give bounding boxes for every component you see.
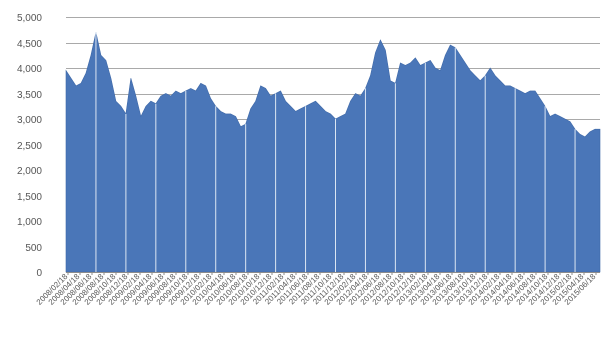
y-tick-label: 1,500 <box>17 192 42 203</box>
y-tick-label: 5,000 <box>17 13 42 24</box>
y-tick-label: 2,000 <box>17 166 42 177</box>
y-tick-label: 0 <box>36 268 42 279</box>
y-tick-label: 1,000 <box>17 217 42 228</box>
y-tick-label: 3,000 <box>17 115 42 126</box>
y-tick-label: 4,500 <box>17 39 42 50</box>
y-tick-label: 3,500 <box>17 90 42 101</box>
x-axis-ticks: 2008/02/182008/04/182008/06/182008/08/18… <box>35 272 598 307</box>
y-tick-label: 4,000 <box>17 64 42 75</box>
y-tick-label: 2,500 <box>17 141 42 152</box>
y-axis-ticks: 0 500 1,000 1,500 2,000 2,500 3,000 3,500 4,000 4… <box>17 13 42 279</box>
y-tick-label: 500 <box>25 243 42 254</box>
